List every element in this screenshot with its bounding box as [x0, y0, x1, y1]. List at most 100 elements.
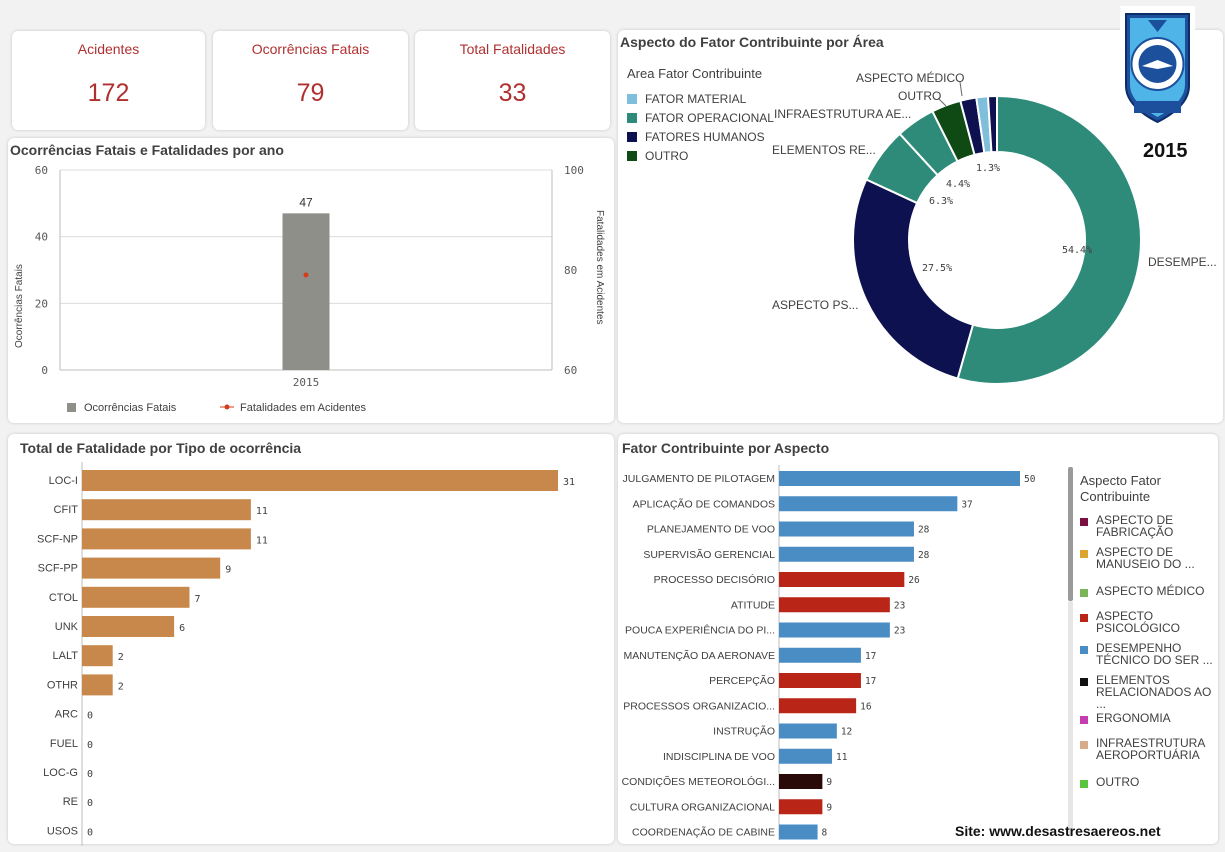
bar-cfit [82, 499, 251, 521]
kpi-value: 172 [87, 79, 130, 107]
bar-value-label: 6 [179, 623, 185, 634]
aspecto-bar [779, 824, 818, 840]
bar-value-label: 7 [194, 594, 200, 605]
kpi-card-ocorrencias-fatais[interactable]: Ocorrências Fatais 79 [213, 31, 408, 130]
donut-chart: 54.4% DESEMPE... 27.5% ASPECTO PS... 6.3% ELE… [772, 70, 1217, 385]
bar-value-label: 9 [826, 802, 832, 813]
aspecto-bar [779, 521, 914, 537]
slice-pct-label: 1.3% [976, 163, 1000, 174]
aspecto-bar [779, 647, 861, 663]
site-credit: Site: www.desastresaereos.net [955, 823, 1161, 839]
donut-legend-title: Area Fator Contribuinte [627, 66, 763, 81]
bar-value-label: 9 [826, 777, 832, 788]
bar-value-label: 28 [918, 550, 930, 561]
kpi-label: Ocorrências Fatais [251, 41, 370, 57]
aspecto-chart: JULGAMENTO DE PILOTAGEM 50 APLICAÇÃO DE CO… [622, 465, 1036, 840]
donut-legend-item[interactable]: FATORES HUMANOS [627, 130, 765, 144]
bar-value-label: 0 [87, 711, 93, 722]
y-tick-label: 0 [41, 364, 48, 377]
bar-value-label: 0 [87, 769, 93, 780]
slice-pct-label: 6.3% [929, 196, 953, 207]
legend-swatch [1080, 741, 1088, 749]
category-label: COORDENAÇÃO DE CABINE [632, 826, 775, 839]
category-label: POUCA EXPERIÊNCIA DO PI... [625, 624, 775, 637]
donut-slice [986, 94, 998, 154]
bar-value-label: 11 [256, 506, 268, 517]
category-label: CTOL [49, 592, 78, 604]
aspecto-bar [779, 597, 890, 613]
legend-label: ASPECTO PSICOLÓGICO [1096, 609, 1181, 635]
legend-swatch [1080, 614, 1088, 622]
bar-value-label: 8 [822, 828, 828, 839]
legend-swatch [627, 94, 637, 104]
aspecto-scroll-track[interactable] [1068, 601, 1073, 836]
legend-label: OUTRO [645, 149, 689, 163]
aspecto-bar [779, 799, 823, 815]
donut-legend-item[interactable]: FATOR OPERACIONAL [627, 111, 774, 125]
category-label: JULGAMENTO DE PILOTAGEM [623, 473, 775, 485]
y-axis-label: Ocorrências Fatais [14, 264, 25, 348]
slice-label: ELEMENTOS RE... [772, 143, 876, 157]
point-fatalidades [303, 272, 309, 278]
slice-pct-label: 4.4% [946, 179, 970, 190]
legend-label: FATOR MATERIAL [645, 92, 747, 106]
category-label: MANUTENÇÃO DA AERONAVE [623, 649, 775, 662]
aspecto-bar [779, 698, 857, 714]
category-label: ATITUDE [731, 599, 775, 611]
kpi-card-total-fatalidades[interactable]: Total Fatalidades 33 [415, 31, 610, 130]
bar-unk [82, 616, 175, 637]
aspecto-bar [779, 546, 914, 562]
x-tick-label: 2015 [293, 376, 320, 389]
bar-scf-pp [82, 557, 221, 579]
category-label: SCF-PP [38, 563, 78, 575]
aspecto-bar [779, 622, 890, 638]
y-tick-label: 40 [35, 231, 48, 244]
aspecto-chart-title: Fator Contribuinte por Aspecto [622, 440, 830, 456]
legend-label: ASPECTO DE MANUSEIO DO ... [1096, 545, 1195, 571]
bar-value-label: 28 [918, 525, 930, 536]
legend-label: ASPECTO DE FABRICAÇÃO [1096, 513, 1174, 539]
legend-label: Fatalidades em Acidentes [240, 402, 366, 414]
category-label: PERCEPÇÃO [709, 674, 775, 687]
cenipa-logo [1120, 6, 1195, 126]
aspecto-scrollbar[interactable] [1068, 467, 1073, 601]
donut-chart-title: Aspecto do Fator Contribuinte por Área [620, 34, 884, 50]
donut-legend-item[interactable]: OUTRO [627, 149, 688, 163]
legend-swatch [1080, 780, 1088, 788]
category-label: PROCESSOS ORGANIZACIO... [623, 700, 775, 712]
kpi-value: 33 [498, 79, 527, 107]
legend-label: INFRAESTRUTURA AEROPORTUÁRIA [1096, 736, 1205, 762]
legend-swatch [1080, 678, 1088, 686]
bar-value-label: 23 [894, 626, 905, 637]
bar-value-label: 9 [225, 565, 231, 576]
category-label: LOC-G [43, 767, 78, 779]
bar-value-label: 0 [87, 740, 93, 751]
category-label: PLANEJAMENTO DE VOO [647, 524, 775, 536]
legend-label: FATOR OPERACIONAL [645, 111, 774, 125]
category-label: LOC-I [49, 475, 78, 487]
legend-swatch [1080, 716, 1088, 724]
bar-value-label: 2 [118, 652, 124, 663]
legend-label: ASPECTO MÉDICO [1096, 584, 1205, 598]
kpi-label: Total Fatalidades [459, 41, 566, 57]
aspecto-bar [779, 471, 1020, 486]
bar-value-label: 31 [563, 477, 575, 488]
category-label: PROCESSO DECISÓRIO [654, 573, 775, 586]
category-label: CONDIÇÕES METEOROLÓGI... [622, 775, 775, 788]
category-label: CFIT [54, 504, 79, 516]
bar-lalt [82, 645, 113, 667]
slice-label: DESEMPE... [1148, 255, 1217, 269]
legend-swatch [67, 403, 76, 412]
slice-label: ASPECTO PS... [772, 298, 858, 312]
donut-legend-item[interactable]: FATOR MATERIAL [627, 92, 746, 106]
y2-tick-label: 100 [564, 164, 584, 177]
bar-value-label: 2 [118, 681, 124, 692]
legend-swatch [1080, 646, 1088, 654]
leader-line [937, 97, 947, 107]
bar-ocorrencias-fatais [282, 213, 330, 370]
bar-value-label: 37 [961, 499, 972, 510]
tipo-chart: LOC-I 31 CFIT 11 SCF-NP 11 SCF-PP 9 CTOL 7 UNK 6 LAL… [37, 462, 575, 846]
aspecto-bar [779, 748, 833, 764]
category-label: USOS [47, 825, 78, 837]
kpi-card-acidentes[interactable]: Acidentes 172 [12, 31, 205, 130]
